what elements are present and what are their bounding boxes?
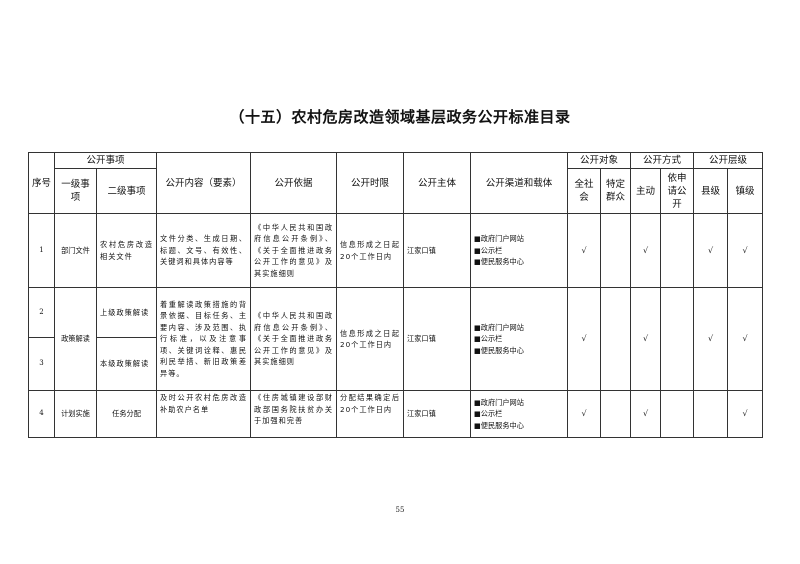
channels: ■政府门户网站 ■公示栏 ■便民服务中心 (470, 213, 569, 288)
channel: ■便民服务中心 (474, 345, 524, 355)
check-town: √ (727, 287, 764, 391)
header-method-active: 主动 (630, 168, 662, 214)
check-apply (660, 287, 695, 391)
header-level1: 一级事项 (54, 168, 97, 214)
header-target: 公开对象 (567, 152, 632, 169)
time-limit: 信息形成之日起20个工作日内 (336, 213, 405, 288)
header-target-specific: 特定群众 (600, 168, 632, 214)
channel: ■便民服务中心 (474, 420, 524, 430)
page-number: 55 (395, 506, 405, 514)
subject: 江家口镇 (403, 287, 472, 391)
level1: 计划实施 (54, 390, 97, 438)
channel: ■公示栏 (474, 245, 503, 255)
check-town: √ (727, 213, 764, 288)
header-matters: 公开事项 (53, 152, 158, 169)
channel: ■便民服务中心 (474, 257, 524, 267)
channels: ■政府门户网站 ■公示栏 ■便民服务中心 (470, 390, 569, 438)
check-active: √ (630, 390, 662, 438)
header-target-all: 全社会 (567, 168, 602, 214)
channel: ■公示栏 (474, 409, 503, 419)
channel: ■政府门户网站 (474, 234, 524, 244)
channels: ■政府门户网站 ■公示栏 ■便民服务中心 (470, 287, 569, 391)
check-all: √ (567, 390, 602, 438)
header-method: 公开方式 (630, 152, 695, 169)
check-active: √ (630, 213, 662, 288)
basis: 《中华人民共和国政府信息公开条例》、《关于全面推进政务公开工作的意见》及其实施细… (250, 213, 338, 288)
basis: 《住房城镇建设部财政部国务院扶贫办关于加强和完善 (250, 390, 338, 438)
check-all: √ (567, 213, 602, 288)
time-limit: 信息形成之日起20个工作日内 (336, 287, 405, 391)
level2: 上级政策解读 (95, 287, 158, 338)
subject: 江家口镇 (403, 390, 472, 438)
check-specific (600, 390, 632, 438)
check-specific (600, 213, 632, 288)
check-county: √ (693, 287, 729, 391)
level2: 任务分配 (95, 390, 158, 438)
check-town: √ (727, 390, 764, 438)
content: 着重解读政策措施的背景依据、目标任务、主要内容、涉及范围、执行标准，以及注意事项… (156, 287, 252, 391)
check-apply (660, 390, 695, 438)
channel: ■政府门户网站 (474, 322, 524, 332)
check-county (693, 390, 729, 438)
header-level: 公开层级 (693, 152, 764, 169)
table-row: 1 部门文件 农村危房改造相关文件 文件分类、生成日期、标题、文号、有效性、关键… (28, 213, 764, 288)
header-level2: 二级事项 (95, 168, 158, 214)
level2: 本级政策解读 (95, 337, 158, 391)
check-specific (600, 287, 632, 391)
header-seq: 序号 (28, 152, 55, 214)
catalog-table: 序号 公开事项 公开内容（要素） 公开依据 公开时限 公开主体 公开渠道和载体 … (28, 152, 764, 438)
content: 及时公开农村危房改造补助农户名单 (156, 390, 252, 438)
header-time-limit: 公开时限 (336, 152, 405, 214)
header-content: 公开内容（要素） (156, 152, 252, 214)
subject: 江家口镇 (403, 213, 472, 288)
level2: 农村危房改造相关文件 (95, 213, 158, 288)
check-apply (660, 213, 695, 288)
time-limit: 分配结果确定后20个工作日内 (336, 390, 405, 438)
level1: 政策解读 (54, 287, 97, 391)
header-subject: 公开主体 (403, 152, 472, 214)
check-all: √ (567, 287, 602, 391)
header-basis: 公开依据 (250, 152, 338, 214)
seq: 4 (28, 390, 55, 438)
seq: 2 (28, 287, 55, 338)
header-level-county: 县级 (693, 168, 729, 214)
header-channel: 公开渠道和载体 (470, 152, 569, 214)
check-active: √ (630, 287, 662, 391)
table-row: 4 计划实施 任务分配 及时公开农村危房改造补助农户名单 《住房城镇建设部财政部… (28, 390, 764, 438)
table-row: 2 政策解读 上级政策解读 着重解读政策措施的背景依据、目标任务、主要内容、涉及… (28, 287, 764, 391)
header-level-town: 镇级 (727, 168, 764, 214)
seq: 3 (28, 337, 55, 391)
channel: ■政府门户网站 (474, 397, 524, 407)
seq: 1 (28, 213, 55, 288)
page-title: （十五）农村危房改造领域基层政务公开标准目录 (229, 108, 571, 126)
check-county: √ (693, 213, 729, 288)
channel: ■公示栏 (474, 334, 503, 344)
content: 文件分类、生成日期、标题、文号、有效性、关键词和具体内容等 (156, 213, 252, 288)
level1: 部门文件 (54, 213, 97, 288)
basis: 《中华人民共和国政府信息公开条例》、《关于全面推进政务公开工作的意见》及其实施细… (250, 287, 338, 391)
header-method-apply: 依申请公开 (660, 168, 695, 214)
